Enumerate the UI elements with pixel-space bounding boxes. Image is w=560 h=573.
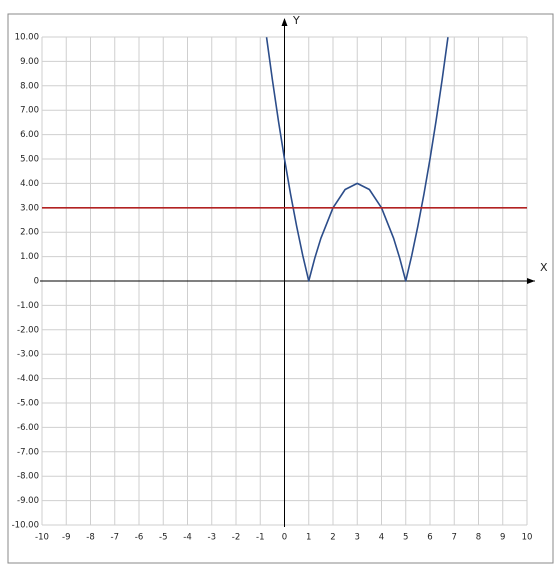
- y-tick-label: 0: [34, 277, 39, 287]
- y-tick-label: -3.00: [17, 350, 39, 360]
- x-tick-label: -5: [159, 533, 167, 543]
- frame: [7, 13, 554, 564]
- x-tick-label: 9: [500, 533, 505, 543]
- y-tick-label: 8.00: [20, 81, 39, 91]
- x-tick-label: -6: [135, 533, 143, 543]
- x-axis-label: X: [540, 261, 548, 274]
- x-tick-label: 10: [522, 533, 533, 543]
- x-tick-label: 0: [282, 533, 287, 543]
- x-tick-label: 5: [403, 533, 408, 543]
- series-line: [265, 37, 449, 282]
- y-tick-label: 9.00: [20, 57, 39, 67]
- x-tick-label: -7: [111, 533, 119, 543]
- y-tick-label: 6.00: [20, 130, 39, 140]
- y-tick-label: 7.00: [20, 106, 39, 116]
- x-tick-label: -2: [232, 533, 240, 543]
- x-axis-arrow: [527, 278, 535, 284]
- x-tick-label: 8: [476, 533, 481, 543]
- y-tick-label: 3.00: [20, 203, 39, 213]
- y-tick-label: 1.00: [20, 252, 39, 262]
- y-tick-label: -5.00: [17, 399, 39, 409]
- x-tick-label: -8: [86, 533, 94, 543]
- x-tick-label: 1: [306, 533, 311, 543]
- y-tick-label: -9.00: [17, 496, 39, 506]
- y-tick-label: -10.00: [12, 521, 39, 531]
- x-tick-label: -3: [208, 533, 216, 543]
- y-axis-label: Y: [292, 14, 300, 27]
- x-tick-label: 6: [427, 533, 432, 543]
- y-tick-label: -4.00: [17, 374, 39, 384]
- x-tick-label: -1: [256, 533, 264, 543]
- y-tick-label: 5.00: [20, 155, 39, 165]
- y-tick-label: -2.00: [17, 325, 39, 335]
- y-tick-label: 4.00: [20, 179, 39, 189]
- y-axis-arrow: [281, 18, 288, 26]
- x-tick-label: -10: [35, 533, 49, 543]
- y-tick-label: -6.00: [17, 423, 39, 433]
- axes: [40, 18, 535, 527]
- x-tick-label: 4: [379, 533, 384, 543]
- x-tick-label: 2: [330, 533, 335, 543]
- y-tick-label: -7.00: [17, 447, 39, 457]
- y-tick-label: -8.00: [17, 472, 39, 482]
- x-tick-label: 3: [355, 533, 360, 543]
- x-tick-label: -4: [183, 533, 191, 543]
- x-tick-label: 7: [452, 533, 457, 543]
- y-tick-label: 2.00: [20, 228, 39, 238]
- x-tick-label: -9: [62, 533, 70, 543]
- y-tick-label: -1.00: [17, 301, 39, 311]
- y-tick-label: 10.00: [15, 33, 39, 43]
